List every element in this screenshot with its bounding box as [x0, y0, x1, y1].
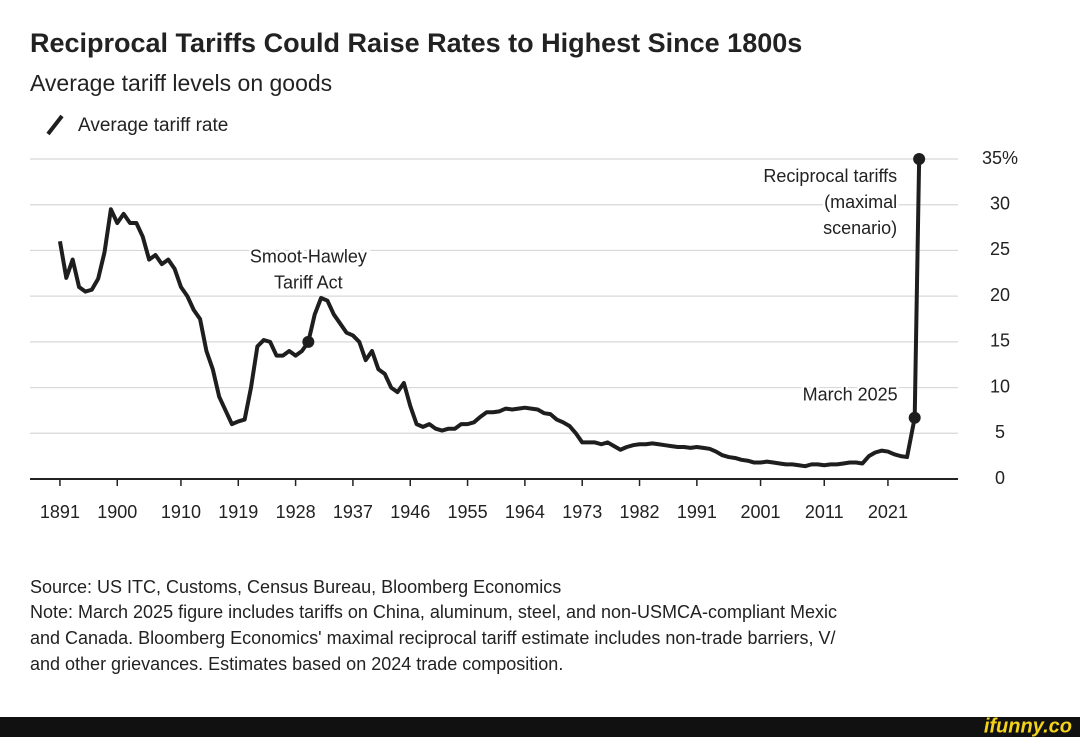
note: Note: March 2025 figure includes tariffs… [30, 602, 837, 622]
annotation-text: March 2025 [803, 384, 898, 404]
chart-subtitle: Average tariff levels on goods [30, 70, 332, 96]
legend-label: Average tariff rate [78, 115, 228, 136]
annotation-text: (maximal [824, 192, 897, 212]
x-tick-label: 1955 [448, 502, 488, 522]
watermark: ifunny.co [984, 715, 1072, 737]
source: Source: US ITC, Customs, Census Bureau, … [30, 577, 561, 597]
x-tick-label: 1910 [161, 502, 201, 522]
note: and other grievances. Estimates based on… [30, 654, 563, 674]
annotation-point [913, 153, 926, 165]
y-tick-label: 35% [982, 148, 1018, 168]
x-tick-label: 1937 [333, 502, 373, 522]
x-tick-label: 1900 [97, 502, 137, 522]
y-tick-label: 15 [990, 331, 1010, 351]
y-tick-label: 20 [990, 285, 1010, 305]
annotation-point [908, 411, 921, 424]
x-tick-label: 1991 [677, 502, 717, 522]
watermark-bar [0, 717, 1080, 737]
y-tick-label: 5 [995, 422, 1005, 442]
y-tick-label: 30 [990, 193, 1010, 213]
x-tick-label: 2001 [741, 502, 781, 522]
x-tick-label: 1973 [562, 502, 602, 522]
x-tick-label: 2021 [868, 502, 908, 522]
y-tick-label: 25 [990, 239, 1010, 259]
x-tick-label: 2011 [805, 502, 844, 522]
annotation-text: Smoot-Hawley [250, 247, 367, 267]
x-tick-label: 1946 [390, 502, 430, 522]
x-tick-label: 1964 [505, 502, 545, 522]
x-tick-label: 1891 [40, 502, 80, 522]
annotation-text: Reciprocal tariffs [763, 166, 897, 186]
x-tick-label: 1919 [218, 502, 258, 522]
line [57, 158, 922, 469]
chart-title: Reciprocal Tariffs Could Raise Rates to … [30, 28, 802, 58]
annotation-text: scenario) [823, 218, 897, 238]
y-tick-label: 10 [990, 376, 1010, 396]
y-tick-label: 0 [995, 468, 1005, 488]
x-tick-label: 1928 [276, 502, 316, 522]
annotation-point [302, 335, 315, 348]
legend-icon [46, 114, 64, 136]
x-tick-label: 1982 [620, 502, 660, 522]
annotation-text: Tariff Act [274, 273, 343, 293]
note: and Canada. Bloomberg Economics' maximal… [30, 628, 835, 648]
